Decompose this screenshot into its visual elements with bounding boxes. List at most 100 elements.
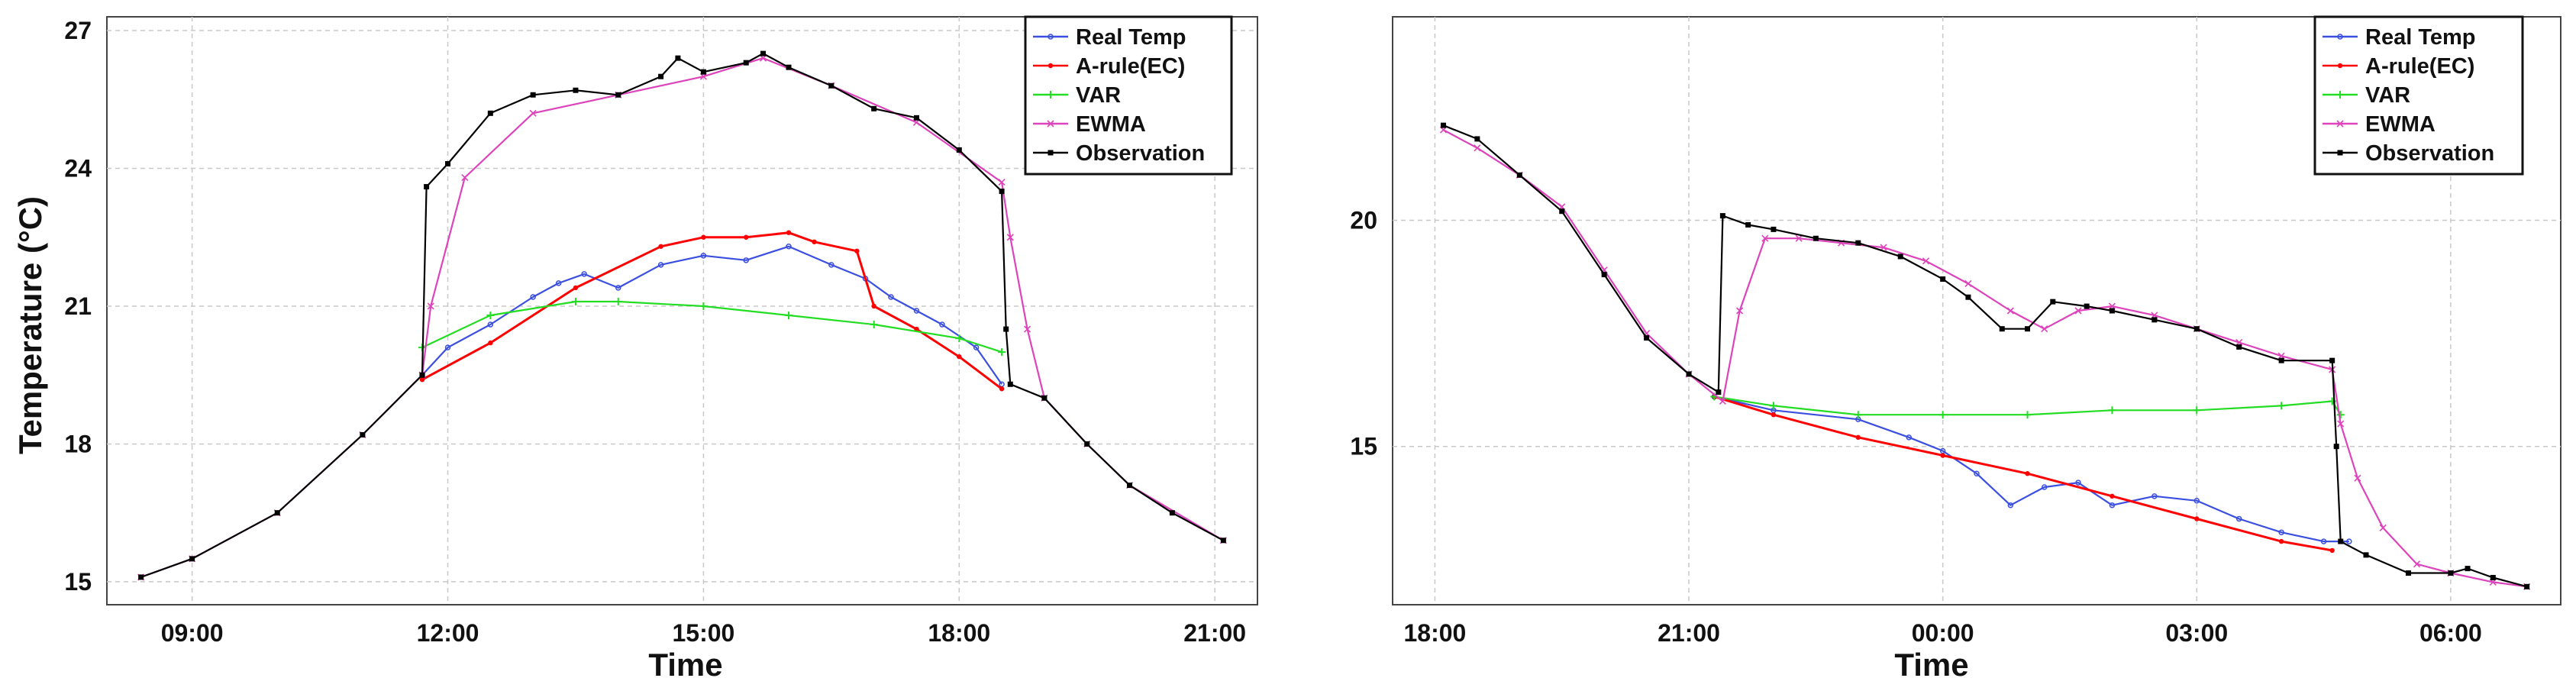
data-point-observation [2050,299,2056,305]
x-tick-label: 21:00 [1183,619,1246,647]
data-point-real-temp [2193,498,2200,504]
data-point-observation [615,92,621,98]
data-point-observation [1716,389,1722,396]
data-point-a-rule-ec [854,248,860,253]
data-point-ewma [1880,244,1887,251]
data-point-observation [1644,335,1650,341]
data-point-real-temp [2278,529,2284,535]
data-point-real-temp [2007,502,2014,509]
data-point-real-temp [973,344,980,350]
data-point-ewma [1024,325,1031,333]
data-point-var [699,302,708,310]
legend: Real Temp A-rule(EC) VAR EWMA Observation [1024,15,1233,176]
data-point-real-temp [888,294,894,300]
data-point-real-temp [2346,538,2352,544]
data-point-observation [1441,122,1447,128]
data-point-var [2193,406,2201,415]
legend-label-observation: Observation [2365,141,2494,166]
legend-marker-real-temp [2337,34,2343,40]
data-point-observation [760,50,767,57]
data-point-observation [530,92,536,98]
data-point-real-temp [657,262,664,268]
data-point-a-rule-ec [701,234,706,240]
data-point-observation [1007,381,1013,387]
y-tick-label: 15 [1350,433,1377,460]
data-point-observation [1813,235,1819,241]
x-tick-label: 06:00 [2419,619,2482,647]
series-line-real-temp [1714,396,2349,543]
data-point-observation [2490,574,2496,580]
data-point-observation [1855,240,1861,246]
y-tick-label: 15 [64,568,92,596]
data-point-real-temp [444,344,451,350]
legend-label-ewma: EWMA [1076,112,1146,137]
data-point-var [1854,411,1862,419]
legend-marker-real-temp [1048,34,1054,40]
data-point-observation [2363,552,2369,558]
data-point-a-rule-ec [1940,453,1945,458]
data-point-a-rule-ec [1855,434,1861,441]
x-tick-label: 12:00 [417,619,479,647]
series-var [1710,392,2345,419]
data-point-real-temp [2320,538,2327,544]
data-point-observation [675,55,681,61]
data-point-var [2277,402,2286,410]
data-point-var [1938,411,1947,419]
data-point-observation [1516,172,1522,178]
data-point-ewma [998,178,1006,186]
x-axis-label: Time [648,647,722,683]
data-point-var [2023,411,2032,419]
data-point-var [2108,406,2116,415]
legend-marker-var [2336,91,2344,98]
data-point-observation [2405,570,2411,576]
data-point-observation [743,60,749,66]
legend-label-real-temp: Real Temp [2365,25,2476,50]
data-point-a-rule-ec [2329,547,2335,554]
data-point-var [1769,402,1777,410]
data-point-a-rule-ec [812,239,817,244]
data-point-ewma [461,173,469,182]
data-point-observation [2524,583,2530,589]
data-point-var [614,297,622,305]
data-point-observation [1965,294,1971,300]
legend-marker-ewma [2336,120,2344,128]
x-axis-label: Time [1894,647,1968,683]
x-tick-label: 03:00 [2165,619,2228,647]
data-point-real-temp [700,253,707,259]
data-point-observation [274,510,280,516]
temperature-day-chart: 15 18 21 24 27 09:00 12:00 15:00 18:00 21:00 Tem… [12,15,1258,683]
data-point-var [486,312,495,320]
series-observation [1441,122,2530,589]
data-point-observation [1169,510,1175,516]
data-point-a-rule-ec [871,303,876,309]
series-observation [138,50,1226,580]
data-point-ewma [529,109,537,117]
data-point-ewma [1964,279,1972,288]
series-a-rule-ec [419,230,1005,392]
data-point-real-temp [828,262,834,268]
data-point-observation [2025,326,2031,332]
data-point-observation [956,147,962,153]
data-point-observation [2465,566,2471,572]
legend-label-var: VAR [1076,83,1121,108]
data-point-real-temp [2152,493,2158,499]
data-point-ewma [1761,234,1769,242]
data-point-observation [1220,538,1226,544]
data-point-real-temp [743,257,749,263]
data-point-observation [1940,276,1946,283]
data-point-real-temp [939,321,945,328]
data-point-var [2336,411,2345,419]
data-point-var [955,334,964,343]
data-point-observation [700,69,706,75]
x-tick-labels: 09:00 12:00 15:00 18:00 21:00 [161,619,1246,647]
data-point-ewma [1795,234,1803,242]
data-point-real-temp [2075,480,2081,486]
data-point-a-rule-ec [957,354,962,360]
data-point-real-temp [786,244,792,250]
legend: Real Temp A-rule(EC) VAR EWMA Observation [2313,15,2524,176]
data-point-observation [1003,326,1009,332]
data-point-a-rule-ec [744,234,749,240]
x-tick-label: 15:00 [672,619,734,647]
data-point-observation [1686,371,1692,377]
